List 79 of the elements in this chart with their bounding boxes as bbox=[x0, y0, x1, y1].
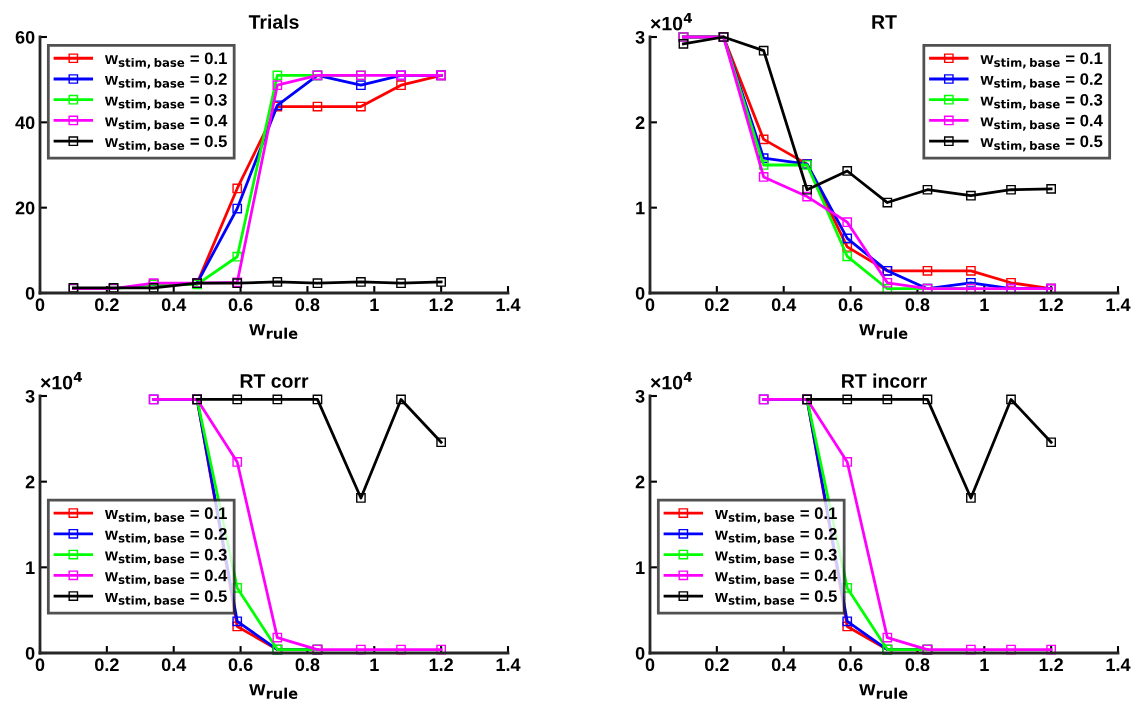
x-tick-label: 0.8 bbox=[905, 298, 930, 312]
legend-label: w$_{stim,base}$ = 0.1 bbox=[104, 52, 227, 69]
legend-label: w$_{stim,base}$ = 0.4 bbox=[980, 114, 1103, 131]
chart-title: RT bbox=[872, 15, 897, 29]
y-tick-label: 1 bbox=[636, 561, 645, 574]
x-tick-label: 0 bbox=[35, 658, 45, 672]
y-tick-label: 3 bbox=[635, 30, 645, 44]
x-tick-label: 1.2 bbox=[429, 658, 453, 671]
y-tick-label: 0 bbox=[25, 646, 35, 660]
y-tick-label: 3 bbox=[635, 389, 645, 403]
legend-label: w$_{stim,base}$ = 0.3 bbox=[714, 548, 837, 565]
x-tick-label: 0.6 bbox=[228, 658, 253, 672]
x-tick-label: 0.8 bbox=[905, 658, 930, 672]
x-tick-label: 1.2 bbox=[429, 298, 453, 311]
x-tick-label: 0.4 bbox=[161, 298, 187, 312]
x-tick-label: 0.8 bbox=[295, 658, 320, 672]
y-tick-label: 3 bbox=[25, 389, 35, 403]
x-tick-label: 0.8 bbox=[295, 298, 320, 312]
x-tick-label: 0.2 bbox=[95, 658, 119, 672]
y-tick-label: 2 bbox=[635, 116, 645, 129]
legend-label: w$_{stim,base}$ = 0.5 bbox=[714, 590, 837, 607]
y-tick-label: 0 bbox=[25, 286, 35, 300]
legend-label: w$_{stim,base}$ = 0.4 bbox=[104, 114, 228, 131]
y-tick-label: 1 bbox=[26, 561, 35, 574]
y-tick-label: 1 bbox=[636, 201, 645, 215]
x-tick-label: 1.4 bbox=[496, 298, 521, 311]
x-tick-label: 0.2 bbox=[705, 298, 729, 312]
chart-title: RT corr bbox=[240, 374, 309, 388]
x-tick-label: 0.4 bbox=[771, 298, 797, 312]
chart-title: RT incorr bbox=[842, 373, 927, 388]
x-tick-label: 1.2 bbox=[1039, 298, 1063, 311]
y-tick-label: 0 bbox=[635, 646, 645, 660]
legend-label: w$_{stim,base}$ = 0.3 bbox=[104, 548, 227, 565]
x-tick-label: 0.4 bbox=[161, 658, 187, 672]
x-tick-label: 1.4 bbox=[1106, 298, 1131, 311]
text: ×10$^{4}$ bbox=[650, 12, 693, 31]
legend-label: w$_{stim,base}$ = 0.2 bbox=[104, 73, 227, 90]
y-tick-label: 2 bbox=[25, 475, 35, 489]
x-tick-label: 1 bbox=[370, 658, 379, 671]
x-tick-label: 1.4 bbox=[1106, 658, 1131, 671]
y-tick-label: 2 bbox=[635, 475, 645, 489]
y-tick-label: 60 bbox=[15, 30, 35, 44]
legend-label: w$_{stim,base}$ = 0.3 bbox=[980, 93, 1103, 110]
x-tick-label: 0 bbox=[645, 298, 655, 312]
text: ×10$^{4}$ bbox=[650, 371, 693, 390]
x-axis-title: w$_{rule}$ bbox=[859, 684, 908, 699]
legend-label: w$_{stim,base}$ = 0.3 bbox=[104, 93, 227, 110]
x-tick-label: 0.4 bbox=[771, 658, 797, 672]
legend-label: w$_{stim,base}$ = 0.2 bbox=[104, 528, 227, 545]
x-tick-label: 1.4 bbox=[496, 658, 521, 671]
x-tick-label: 0.2 bbox=[705, 658, 729, 672]
x-tick-label: 1 bbox=[980, 658, 989, 671]
y-tick-label: 0 bbox=[635, 286, 645, 300]
x-tick-label: 1 bbox=[370, 298, 379, 311]
legend-label: w$_{stim,base}$ = 0.1 bbox=[714, 507, 837, 524]
legend-label: w$_{stim,base}$ = 0.5 bbox=[104, 590, 227, 607]
legend-label: w$_{stim,base}$ = 0.1 bbox=[104, 507, 227, 524]
y-tick-label: 40 bbox=[15, 116, 35, 130]
x-tick-label: 1.2 bbox=[1039, 658, 1063, 671]
chart-title: Trials bbox=[248, 14, 299, 29]
legend-label: w$_{stim,base}$ = 0.4 bbox=[104, 569, 228, 586]
legend-label: w$_{stim,base}$ = 0.4 bbox=[714, 569, 838, 586]
legend-label: w$_{stim,base}$ = 0.5 bbox=[980, 135, 1103, 152]
y-tick-label: 20 bbox=[15, 201, 35, 215]
legend-label: w$_{stim,base}$ = 0.2 bbox=[980, 73, 1103, 90]
legend-label: w$_{stim,base}$ = 0.1 bbox=[980, 52, 1103, 69]
x-tick-label: 0.6 bbox=[228, 298, 253, 312]
x-tick-label: 0.6 bbox=[838, 658, 863, 672]
x-tick-label: 0.2 bbox=[95, 298, 119, 312]
x-axis-title: w$_{rule}$ bbox=[859, 324, 908, 339]
legend-label: w$_{stim,base}$ = 0.2 bbox=[714, 528, 837, 545]
text: ×10$^{4}$ bbox=[40, 371, 83, 390]
x-axis-title: w$_{rule}$ bbox=[249, 324, 298, 339]
legend-label: w$_{stim,base}$ = 0.5 bbox=[104, 135, 227, 152]
x-tick-label: 1 bbox=[980, 298, 989, 311]
x-tick-label: 0 bbox=[35, 298, 45, 312]
x-tick-label: 0.6 bbox=[838, 298, 863, 312]
x-axis-title: w$_{rule}$ bbox=[249, 684, 298, 699]
x-tick-label: 0 bbox=[645, 658, 655, 672]
